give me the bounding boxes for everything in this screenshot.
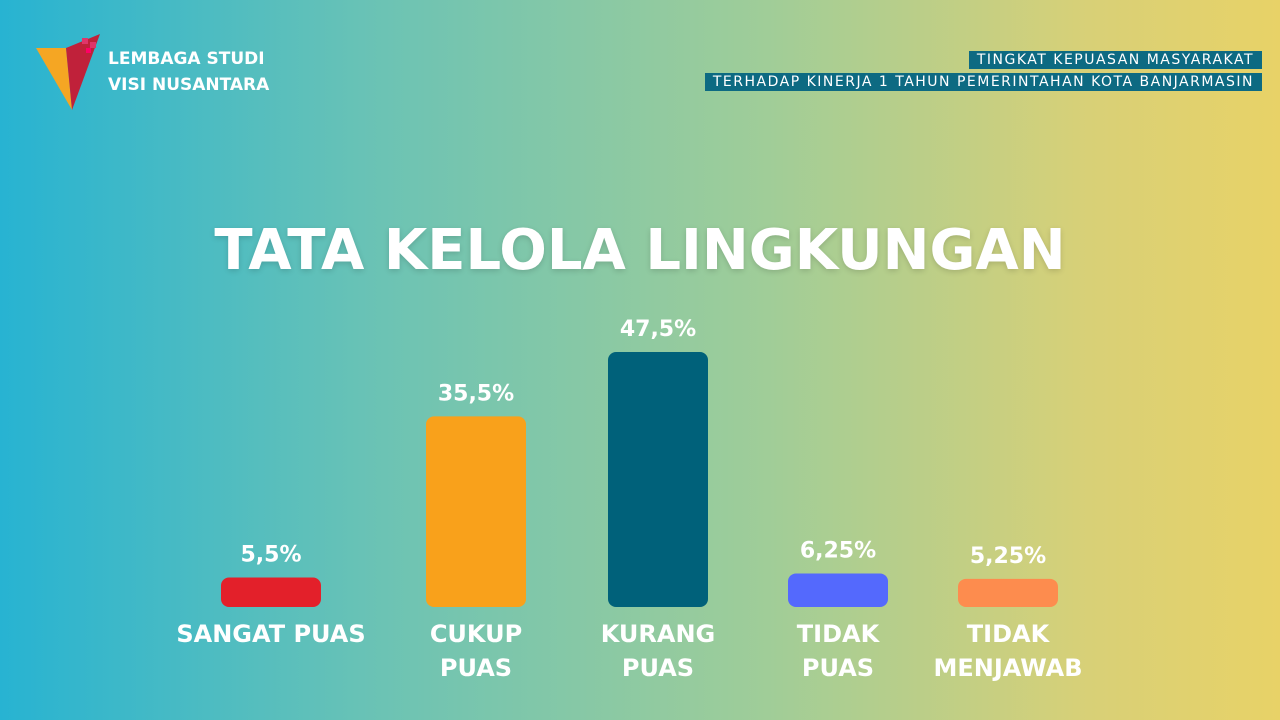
category-label: TIDAK PUAS [796,620,880,682]
bar [221,577,321,607]
value-label: 5,25% [970,544,1046,569]
category-label: SANGAT PUAS [176,620,366,648]
logo-line: VISI NUSANTARA [108,75,270,95]
category-label: KURANG PUAS [600,620,716,682]
value-label: 47,5% [620,317,696,342]
value-label: 6,25% [800,538,876,563]
category-label: TIDAK MENJAWAB [933,620,1083,682]
logo-mark [36,34,100,110]
logo-line: LEMBAGA STUDI [108,49,265,69]
bar [788,573,888,607]
value-label: 5,5% [240,542,301,567]
header-line: TERHADAP KINERJA 1 TAHUN PEMERINTAHAN KO… [704,73,1262,91]
chart-title: TATA KELOLA LINGKUNGAN [214,218,1066,283]
bar [608,352,708,607]
logo-text: LEMBAGA STUDI VISI NUSANTARA [108,46,269,98]
bar [958,578,1058,607]
bar [426,416,526,607]
category-label: CUKUP PUAS [429,620,523,682]
header-line: TINGKAT KEPUASAN MASYARAKAT [968,51,1262,69]
header: TINGKAT KEPUASAN MASYARAKAT TERHADAP KIN… [704,49,1262,93]
value-label: 35,5% [438,381,514,406]
